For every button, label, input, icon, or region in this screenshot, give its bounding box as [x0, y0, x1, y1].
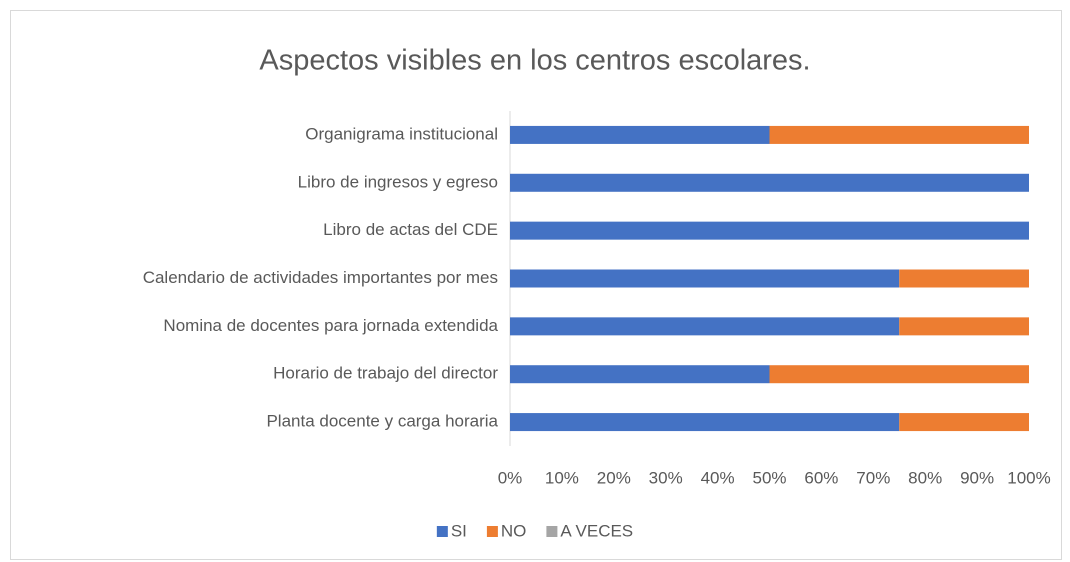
bar: [769, 365, 1029, 384]
x-tick-label: 90%: [960, 468, 994, 487]
bar: [769, 125, 1029, 144]
bar: [510, 269, 900, 288]
y-tick-label: Nomina de docentes para jornada extendid…: [163, 316, 498, 335]
legend-swatch: [546, 526, 558, 537]
bar: [510, 317, 900, 336]
bar: [510, 365, 770, 384]
bar: [899, 269, 1029, 288]
bar: [510, 173, 1029, 192]
legend-swatch: [436, 526, 448, 537]
y-tick-label: Calendario de actividades importantes po…: [143, 268, 498, 287]
y-tick-label: Horario de trabajo del director: [273, 364, 498, 383]
y-tick-label: Planta docente y carga horaria: [266, 412, 498, 431]
x-tick-label: 0%: [498, 468, 523, 487]
bar: [899, 317, 1029, 336]
bar: [510, 413, 900, 432]
x-tick-label: 60%: [804, 468, 838, 487]
x-tick-label: 20%: [597, 468, 631, 487]
bar: [899, 413, 1029, 432]
y-tick-label: Organigrama institucional: [305, 124, 498, 143]
x-tick-label: 10%: [545, 468, 579, 487]
legend-label: A VECES: [560, 521, 633, 540]
x-tick-label: 50%: [752, 468, 786, 487]
y-tick-label: Libro de ingresos y egreso: [298, 172, 498, 191]
x-tick-label: 70%: [856, 468, 890, 487]
legend-swatch: [486, 526, 498, 537]
bar: [510, 221, 1029, 240]
legend-label: SI: [451, 521, 467, 540]
x-tick-label: 100%: [1007, 468, 1050, 487]
x-tick-label: 40%: [701, 468, 735, 487]
x-tick-label: 30%: [649, 468, 683, 487]
x-tick-label: 80%: [908, 468, 942, 487]
y-tick-label: Libro de actas del CDE: [323, 220, 498, 239]
chart-title: Aspectos visibles en los centros escolar…: [259, 45, 810, 77]
bar: [510, 125, 770, 144]
legend-label: NO: [501, 521, 527, 540]
